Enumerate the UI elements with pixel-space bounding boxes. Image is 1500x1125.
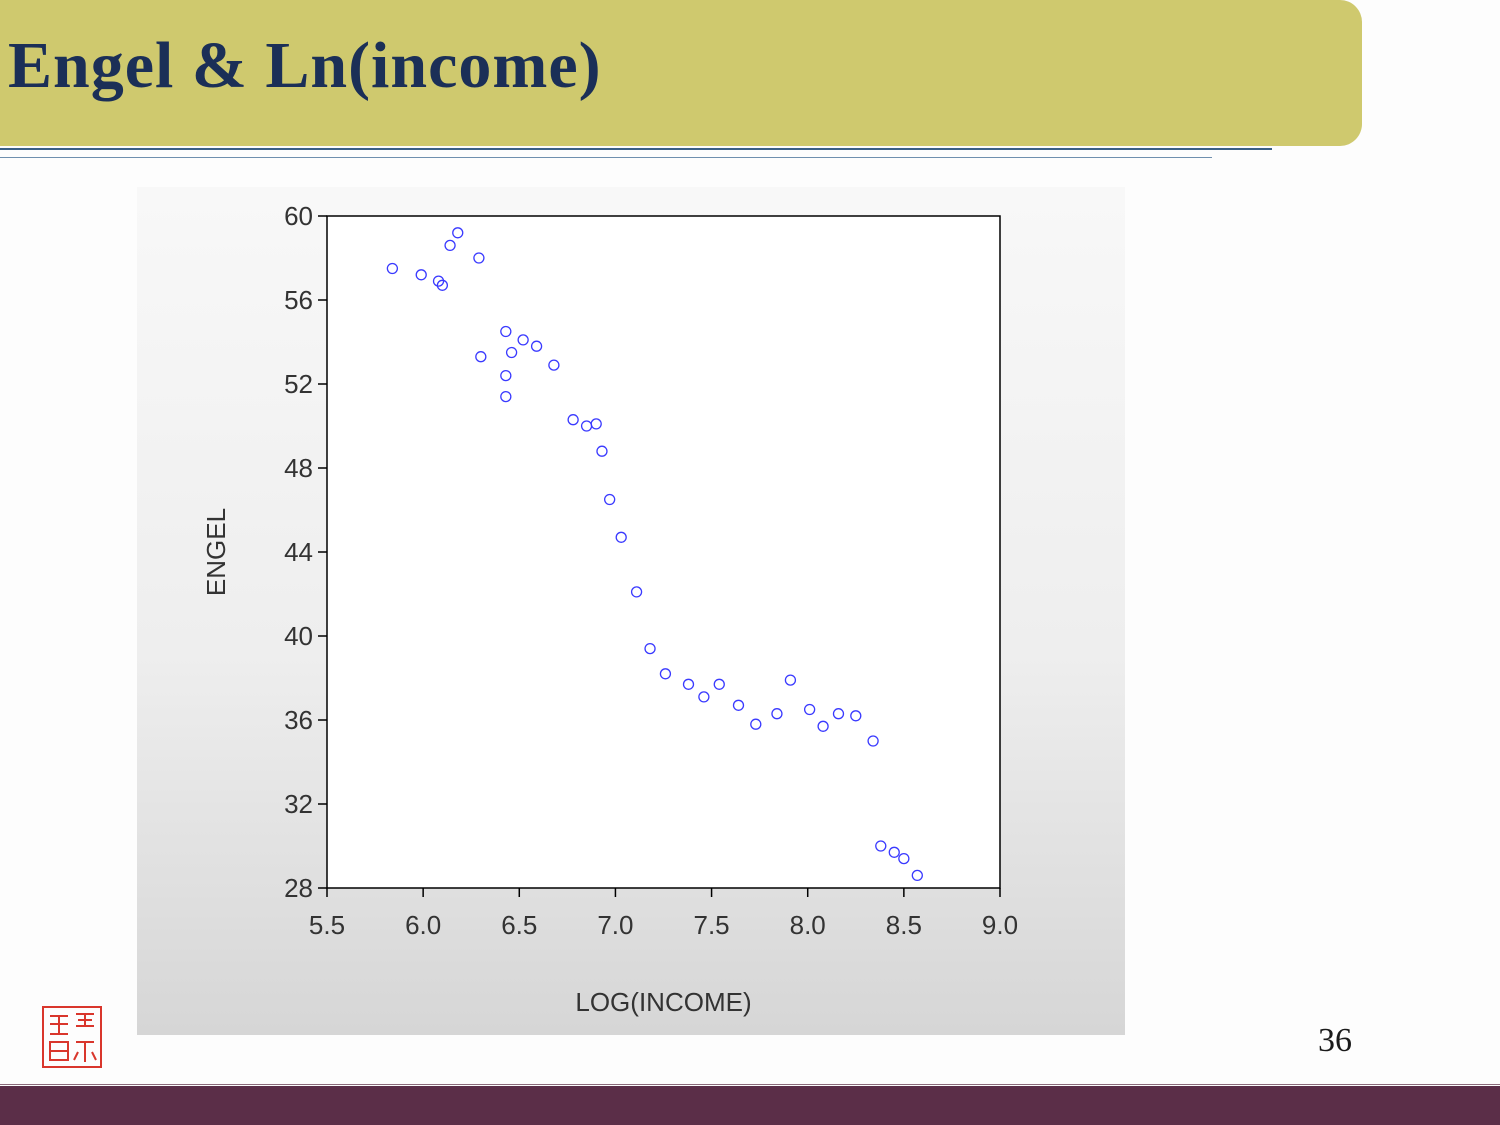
data-point [500,325,512,338]
data-point [771,708,783,720]
x-tick-label: 7.5 [693,910,729,940]
y-axis: 28 32 36 40 44 48 52 56 60 [284,201,327,903]
data-point [682,678,695,690]
data-point [604,493,616,506]
data-point [750,718,762,730]
x-tick-label: 7.0 [597,910,633,940]
data-point [436,279,449,291]
y-tick-label: 56 [284,285,313,315]
title-rule-thick [0,148,1272,150]
y-tick-label: 40 [284,621,313,651]
data-point [698,691,710,703]
footer-rule [0,1084,1500,1085]
data-point [888,846,900,858]
page-number: 36 [1318,1022,1352,1059]
data-point [530,340,543,352]
data-point [659,668,672,680]
x-tick-label: 6.0 [405,910,441,940]
data-point [444,239,456,252]
y-tick-label: 36 [284,705,313,735]
data-point [473,252,485,264]
footer-bar [0,1086,1500,1125]
data-point [432,275,445,287]
data-point [500,390,512,403]
data-point [505,346,518,359]
y-tick-label: 44 [284,537,313,567]
y-tick-label: 60 [284,201,313,231]
y-tick-label: 28 [284,873,313,903]
data-point [517,334,529,346]
data-point [644,642,656,655]
data-point [867,735,879,747]
title-rule-thin [0,157,1212,158]
data-point [898,852,910,865]
data-point [596,445,608,457]
data-point [713,678,725,690]
data-point [817,720,829,732]
y-tick-label: 48 [284,453,313,483]
data-point [784,674,797,686]
x-axis: 5.5 6.0 6.5 7.0 7.5 8.0 8.5 9.0 [309,888,1018,940]
y-axis-label: ENGEL [201,508,231,596]
x-tick-label: 6.5 [501,910,537,940]
data-point [832,708,845,720]
x-tick-label: 8.5 [886,910,922,940]
data-point [875,840,887,852]
data-point [386,262,399,275]
x-tick-label: 5.5 [309,910,345,940]
title-bar: Engel & Ln(income) [0,0,1362,146]
data-point [732,699,745,711]
slide-title: Engel & Ln(income) [8,29,602,102]
y-tick-label: 32 [284,789,313,819]
seal-logo [42,1006,102,1068]
data-point [911,869,923,882]
data-point [452,227,464,239]
data-point [548,359,560,371]
x-axis-label: LOG(INCOME) [575,987,751,1017]
data-points [386,227,923,882]
data-point [803,703,816,716]
data-point [630,586,643,598]
data-point [850,710,862,722]
x-tick-label: 8.0 [790,910,826,940]
data-point [567,414,579,426]
data-point [500,369,512,382]
data-point [615,531,627,543]
chart-panel: 28 32 36 40 44 48 52 56 60 5.5 6.0 6.5 7.0 7.5 8.0 8.5… [137,187,1125,1035]
data-point [590,418,602,430]
scatter-chart: 28 32 36 40 44 48 52 56 60 5.5 6.0 6.5 7.0 7.5 8.0 8.5… [201,201,1018,1017]
data-point [415,269,427,281]
data-point [475,351,487,363]
x-tick-label: 9.0 [982,910,1018,940]
y-tick-label: 52 [284,369,313,399]
plot-area [326,215,1001,889]
